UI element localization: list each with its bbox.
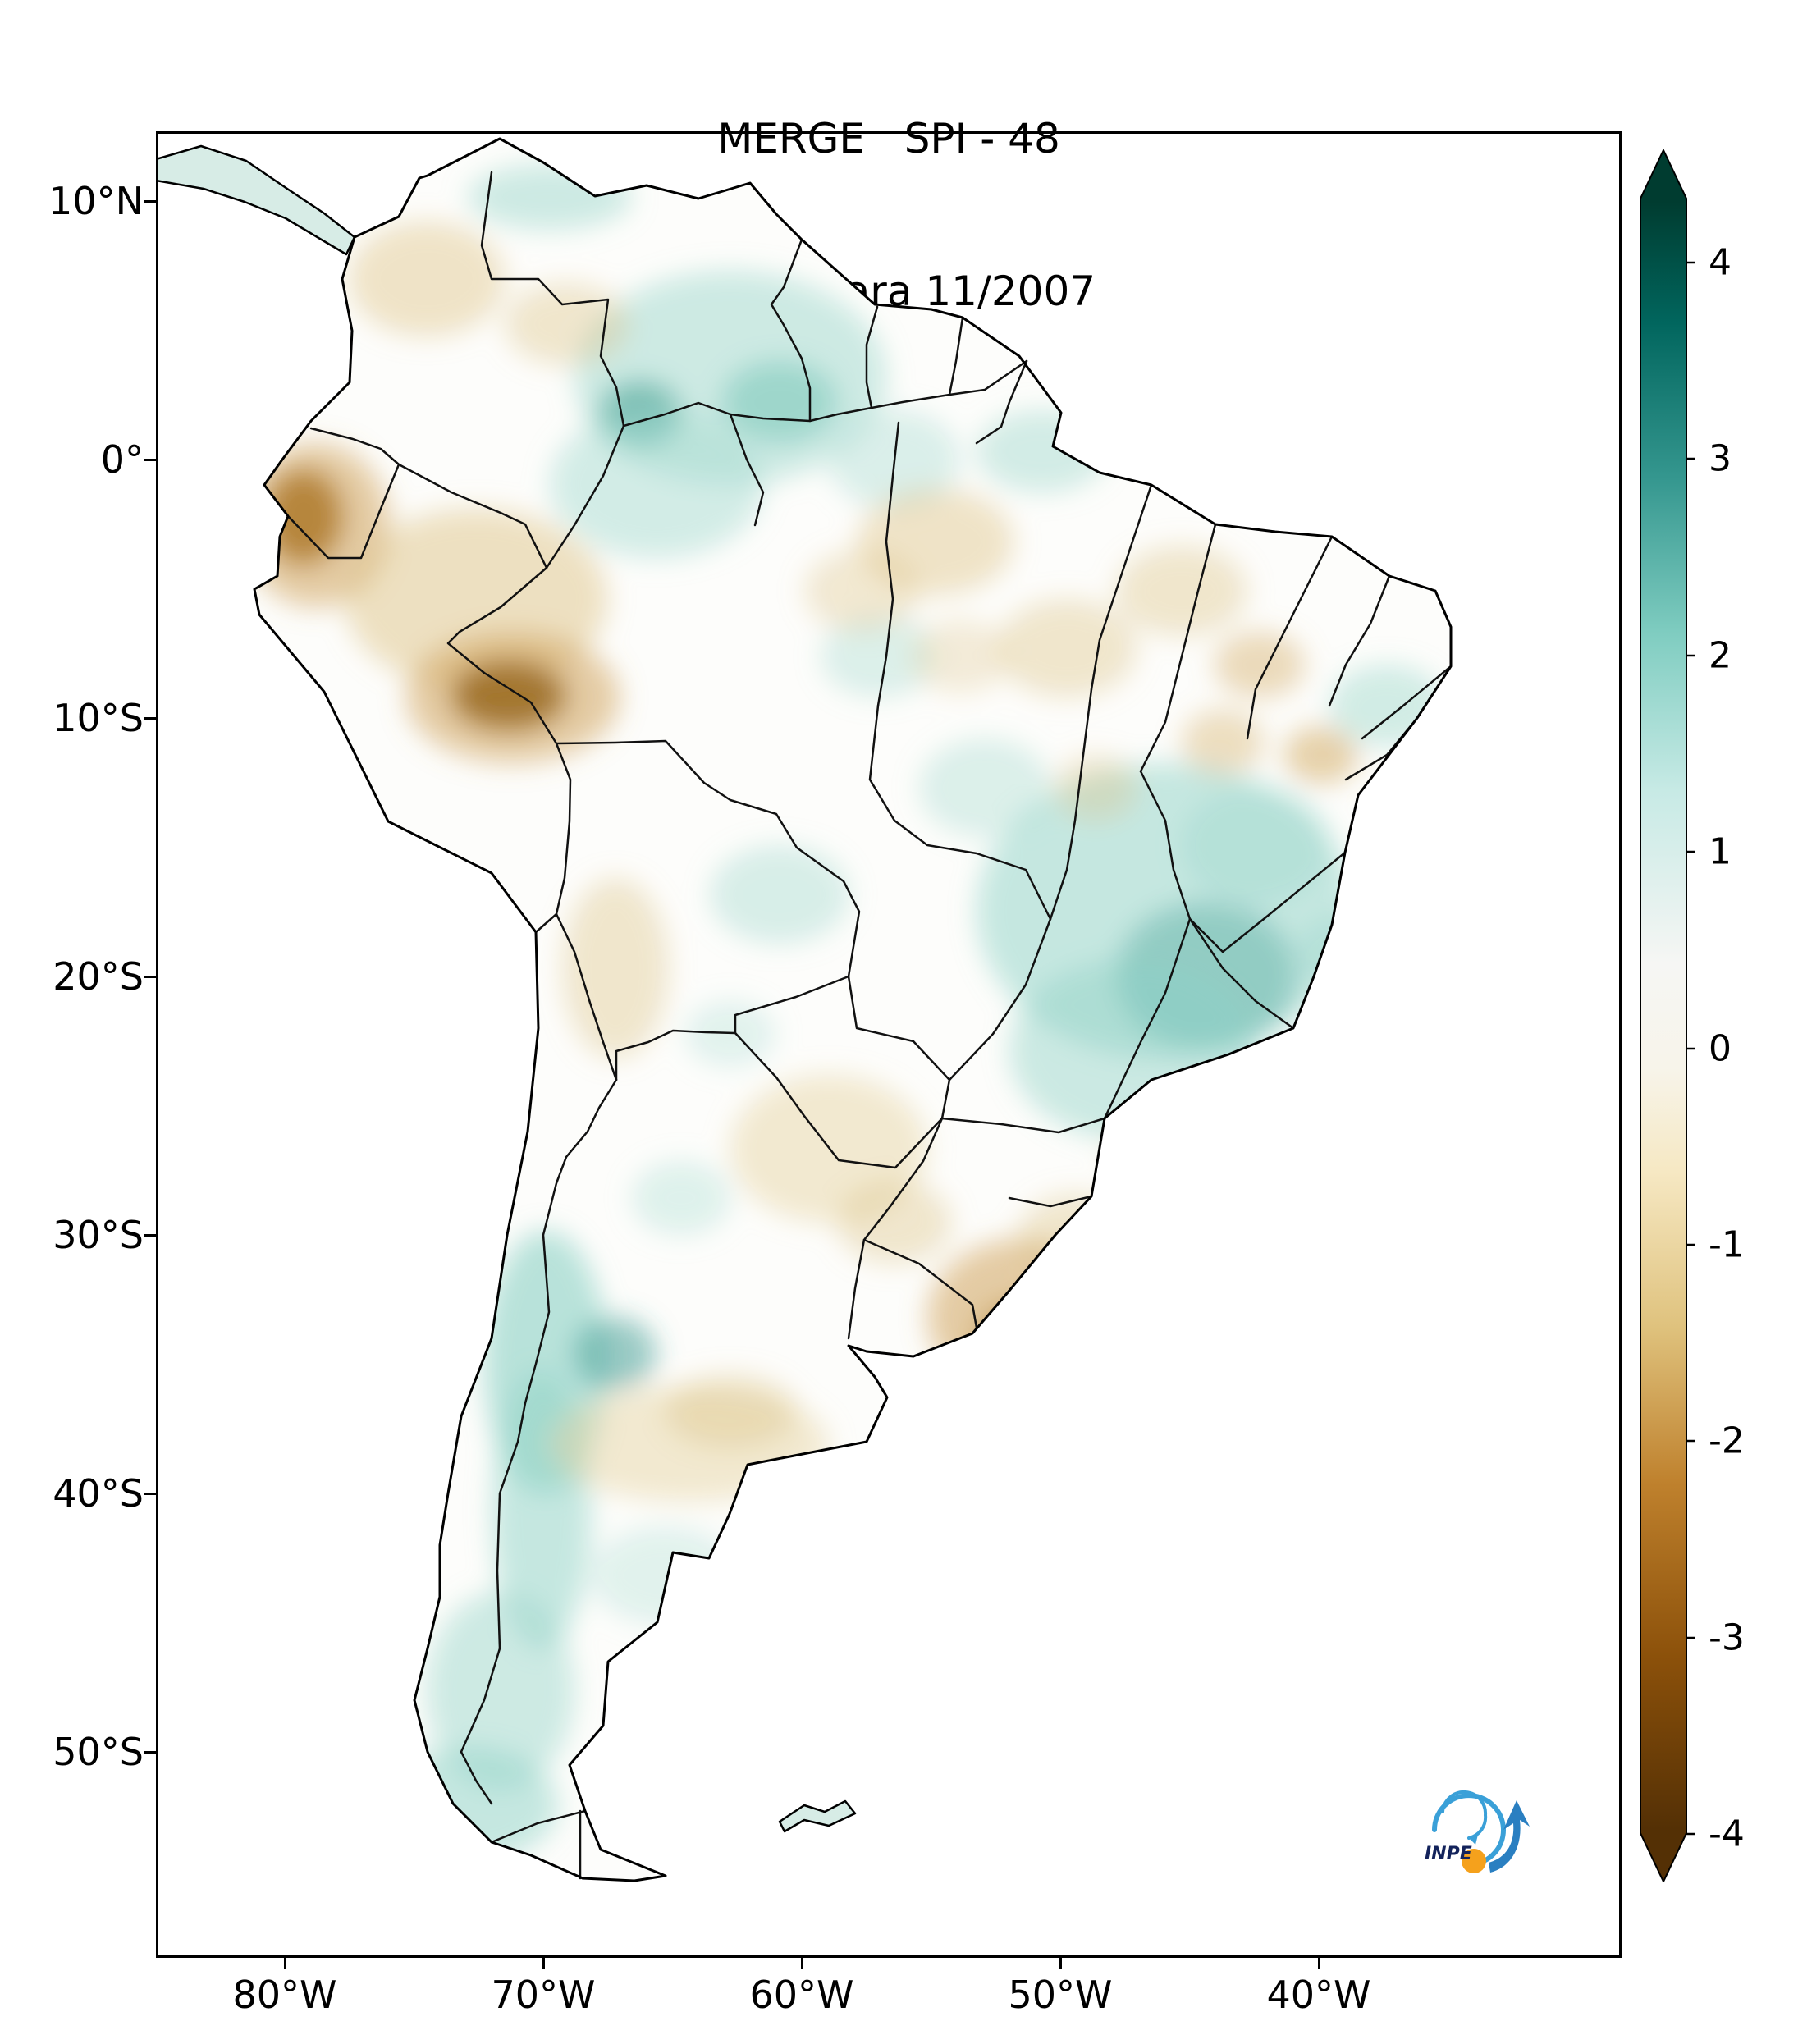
- y-tickmark: [144, 717, 156, 720]
- inpe-blue-arrow: [1489, 1800, 1530, 1873]
- title-line1: MERGE SPI - 48: [717, 115, 1060, 162]
- map-south-america: [156, 131, 1622, 1958]
- colorbar-tickmarks: [1686, 261, 1695, 1836]
- colorbar-tick-label: 0: [1709, 1027, 1732, 1070]
- colorbar: [1640, 148, 1697, 1884]
- plot-frame: [156, 131, 1622, 1958]
- x-tick-label: 50°W: [1008, 1973, 1113, 2017]
- y-tickmark: [144, 1234, 156, 1237]
- y-tickmark: [144, 459, 156, 461]
- x-tickmark: [1059, 1958, 1062, 1969]
- y-tickmark: [144, 200, 156, 203]
- colorbar-tick-label: 3: [1709, 437, 1732, 480]
- y-tick-label: 20°S: [53, 954, 144, 999]
- y-tick-label: 0°: [100, 437, 144, 482]
- colorbar-tick-label: -3: [1709, 1616, 1745, 1659]
- x-tick-label: 60°W: [749, 1973, 854, 2017]
- colorbar-tick-label: 2: [1709, 634, 1732, 677]
- y-tick-label: 50°S: [53, 1730, 144, 1774]
- y-tick-label: 10°N: [48, 179, 144, 223]
- inpe-orange-dot: [1462, 1849, 1486, 1873]
- political-borders: [286, 171, 1453, 1880]
- panama-landmass: [156, 144, 356, 256]
- x-tickmark: [1318, 1958, 1320, 1969]
- y-tickmark: [144, 1493, 156, 1495]
- colorbar-tick-label: 1: [1709, 830, 1732, 873]
- colorbar-tick-label: -1: [1709, 1223, 1745, 1266]
- falkland-islands: [778, 1799, 857, 1833]
- inpe-logo: INPE: [1410, 1772, 1533, 1891]
- x-tick-label: 80°W: [232, 1973, 337, 2017]
- x-tick-label: 70°W: [491, 1973, 596, 2017]
- x-tickmark: [284, 1958, 286, 1969]
- y-tickmark: [144, 976, 156, 978]
- map-plot-area: [156, 131, 1622, 1958]
- inpe-logo-swirl-icon: [1432, 1790, 1530, 1873]
- continent-coastline: [253, 137, 1453, 1882]
- inpe-logo-text: INPE: [1425, 1844, 1472, 1864]
- x-tickmark: [801, 1958, 803, 1969]
- x-tickmark: [542, 1958, 545, 1969]
- colorbar-tick-label: 4: [1709, 241, 1732, 284]
- x-tick-label: 40°W: [1266, 1973, 1371, 2017]
- colorbar-gradient: [1640, 148, 1695, 1884]
- y-tick-label: 10°S: [53, 696, 144, 740]
- y-tick-label: 40°S: [53, 1471, 144, 1516]
- colorbar-tick-label: -2: [1709, 1420, 1745, 1462]
- y-tick-label: 30°S: [53, 1213, 144, 1257]
- y-tickmark: [144, 1751, 156, 1754]
- colorbar-tick-label: -4: [1709, 1813, 1745, 1855]
